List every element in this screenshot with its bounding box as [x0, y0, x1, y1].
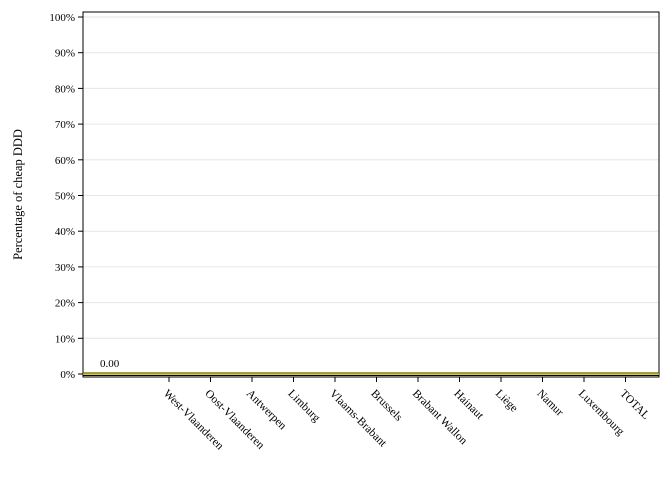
x-tick-label: Limburg — [285, 388, 322, 425]
y-tick-label: 90% — [55, 48, 75, 60]
plot-area — [82, 11, 660, 378]
series-layer — [83, 372, 659, 376]
y-tick-label: 60% — [55, 155, 75, 167]
y-tick-label: 40% — [55, 226, 75, 238]
x-tick-label: Hainaut — [451, 388, 486, 423]
y-tick-label: 70% — [55, 119, 75, 131]
data-labels: 0.00 — [100, 358, 120, 370]
y-tick-label: 20% — [55, 298, 75, 310]
x-tick-label: TOTAL — [617, 388, 651, 422]
x-tick-label: Liège — [493, 388, 520, 415]
gridlines — [83, 16, 659, 339]
y-tick-label: 80% — [55, 83, 75, 95]
y-tick-label: 10% — [55, 333, 75, 345]
y-axis: 0% 10% 20% 30% 40% 50% 60% 70% 80% 90% 100% — [49, 12, 83, 381]
y-tick-label: 50% — [55, 191, 75, 203]
data-label: 0.00 — [100, 358, 120, 370]
x-tick-label: Antwerpen — [244, 388, 289, 433]
x-axis: West-VlaanderenOost-VlaanderenAntwerpenL… — [161, 377, 652, 453]
y-axis-title: Percentage of cheap DDD — [11, 129, 25, 260]
y-tick-label: 30% — [55, 262, 75, 274]
y-tick-label: 0% — [60, 369, 75, 381]
x-tick-label: Brussels — [368, 388, 404, 424]
x-tick-label: Namur — [534, 388, 565, 419]
y-tick-label: 100% — [49, 12, 75, 24]
